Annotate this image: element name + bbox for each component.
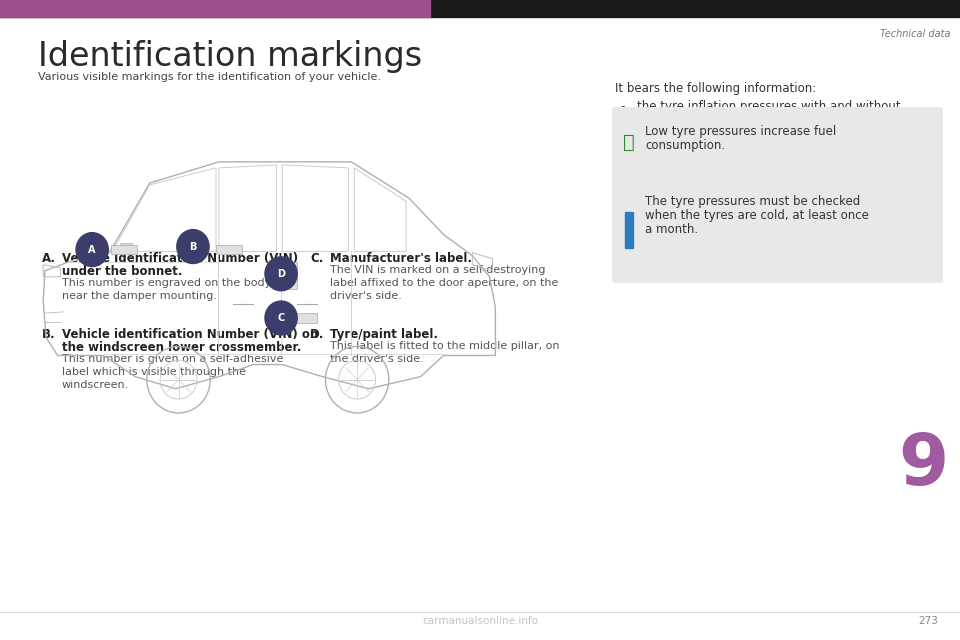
Text: Technical data: Technical data <box>879 29 950 39</box>
FancyBboxPatch shape <box>612 177 943 283</box>
Text: the inflation pressure of the spare wheel,: the inflation pressure of the spare whee… <box>637 147 881 160</box>
Text: It bears the following information:: It bears the following information: <box>615 82 816 95</box>
Bar <box>288 262 297 289</box>
Circle shape <box>265 301 298 335</box>
Circle shape <box>76 233 108 266</box>
Text: 🌲: 🌲 <box>623 132 635 152</box>
FancyBboxPatch shape <box>612 107 943 188</box>
Text: the windscreen lower crossmember.: the windscreen lower crossmember. <box>62 341 301 354</box>
Text: the tyre sizes,: the tyre sizes, <box>637 130 721 143</box>
Text: consumption.: consumption. <box>645 139 725 152</box>
Text: windscreen.: windscreen. <box>62 380 130 390</box>
Text: driver's side.: driver's side. <box>330 291 402 301</box>
Text: C: C <box>277 313 285 323</box>
Text: Identification markings: Identification markings <box>38 40 422 73</box>
Text: label which is visible through the: label which is visible through the <box>62 367 246 377</box>
Text: Vehicle identification Number (VIN) on: Vehicle identification Number (VIN) on <box>62 328 319 341</box>
Text: under the bonnet.: under the bonnet. <box>62 265 182 278</box>
Text: Vehicle Identification Number (VIN): Vehicle Identification Number (VIN) <box>62 252 299 265</box>
Text: the tyre inflation pressures with and without: the tyre inflation pressures with and wi… <box>637 100 900 113</box>
Text: D.: D. <box>310 328 324 341</box>
Bar <box>0 0 430 17</box>
Bar <box>110 244 136 255</box>
Text: near the damper mounting.: near the damper mounting. <box>62 291 217 301</box>
Bar <box>0 0 960 17</box>
Circle shape <box>265 257 298 291</box>
Text: -: - <box>620 164 624 177</box>
Text: Low tyre pressures increase fuel: Low tyre pressures increase fuel <box>645 125 836 138</box>
Text: B: B <box>189 241 197 252</box>
Text: D: D <box>277 269 285 279</box>
Text: when the tyres are cold, at least once: when the tyres are cold, at least once <box>645 209 869 222</box>
Bar <box>216 244 242 255</box>
Text: This number is engraved on the bodywork: This number is engraved on the bodywork <box>62 278 299 288</box>
Text: B.: B. <box>42 328 56 341</box>
Text: the paint colour code.: the paint colour code. <box>637 164 767 177</box>
Text: -: - <box>620 100 624 113</box>
Text: Tyre/paint label.: Tyre/paint label. <box>330 328 438 341</box>
Text: a month.: a month. <box>645 223 698 236</box>
Text: The tyre pressures must be checked: The tyre pressures must be checked <box>645 195 860 208</box>
Text: -: - <box>620 130 624 143</box>
Text: This label is fitted to the middle pillar, on: This label is fitted to the middle pilla… <box>330 341 560 351</box>
Text: Various visible markings for the identification of your vehicle.: Various visible markings for the identif… <box>38 72 381 82</box>
Text: 9: 9 <box>898 431 948 499</box>
Polygon shape <box>118 244 135 252</box>
Bar <box>291 313 317 323</box>
Text: label affixed to the door aperture, on the: label affixed to the door aperture, on t… <box>330 278 559 288</box>
Text: A: A <box>88 244 96 255</box>
Text: A.: A. <box>42 252 56 265</box>
Text: -: - <box>620 147 624 160</box>
Text: This number is given on a self-adhesive: This number is given on a self-adhesive <box>62 354 283 364</box>
Circle shape <box>177 230 209 264</box>
Text: load,: load, <box>637 113 666 126</box>
Text: the driver's side.: the driver's side. <box>330 354 423 364</box>
Text: The VIN is marked on a self-destroying: The VIN is marked on a self-destroying <box>330 265 545 275</box>
Text: 273: 273 <box>918 616 938 626</box>
Text: Manufacturer's label.: Manufacturer's label. <box>330 252 472 265</box>
Text: C.: C. <box>310 252 324 265</box>
Bar <box>625 212 633 248</box>
Text: carmanualsonline.info: carmanualsonline.info <box>422 616 538 626</box>
